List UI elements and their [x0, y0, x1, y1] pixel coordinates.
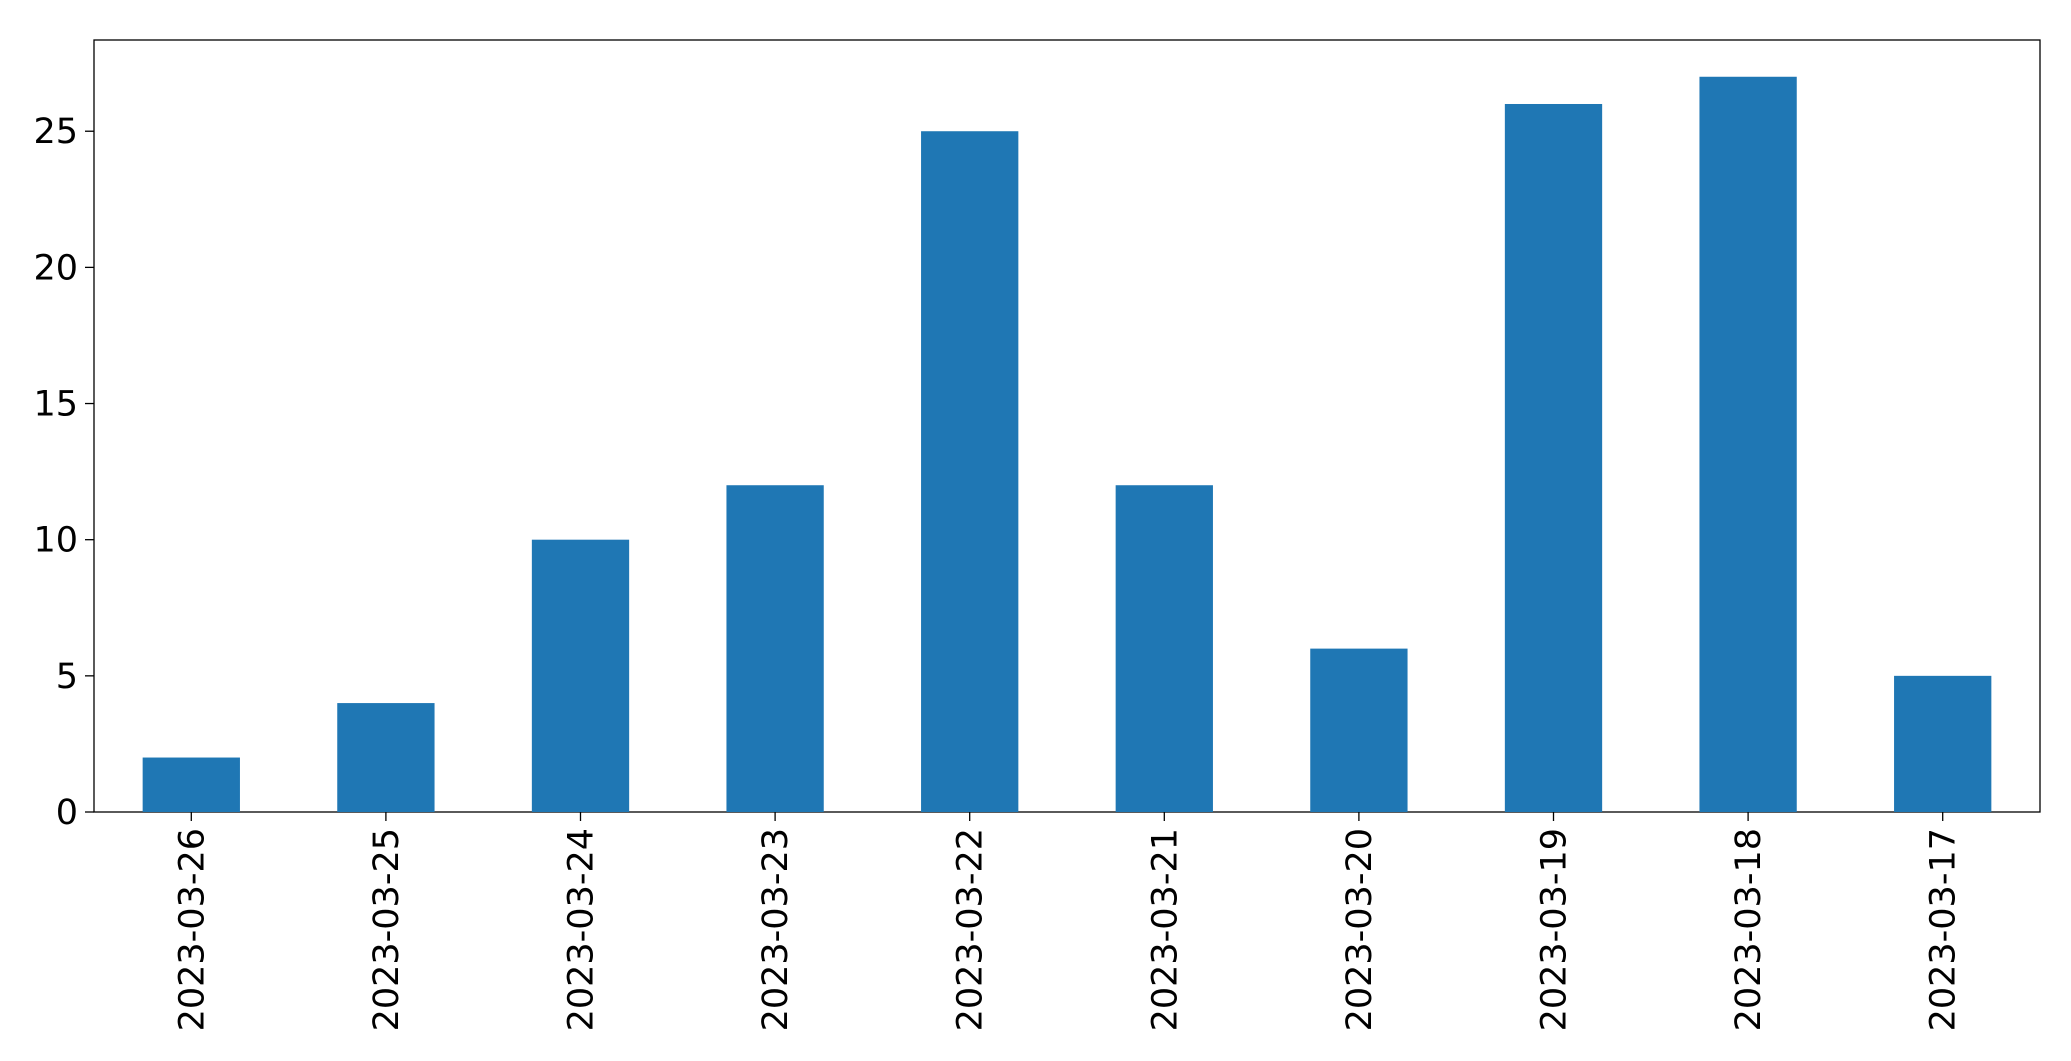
x-tick-label: 2023-03-17	[1924, 828, 1964, 1031]
y-tick-label: 10	[33, 521, 78, 561]
x-tick-label: 2023-03-23	[756, 828, 796, 1031]
x-tick-label: 2023-03-20	[1340, 828, 1380, 1031]
x-tick-label: 2023-03-19	[1535, 828, 1575, 1031]
plot-frame	[93, 39, 2041, 813]
bar	[1504, 103, 1603, 813]
y-tick-label: 20	[33, 248, 78, 288]
x-tick-label: 2023-03-22	[951, 828, 991, 1031]
x-tick-label: 2023-03-26	[172, 828, 212, 1031]
x-tick-label: 2023-03-21	[1145, 828, 1185, 1031]
bar	[1115, 485, 1213, 812]
bar	[1310, 648, 1408, 812]
bar	[1894, 675, 1992, 812]
x-tick-label: 2023-03-24	[562, 828, 602, 1031]
bar	[531, 539, 630, 812]
bar	[726, 485, 824, 812]
x-tick-label: 2023-03-18	[1729, 828, 1769, 1031]
y-tick-label: 5	[56, 657, 78, 697]
bar	[921, 131, 1019, 812]
y-tick-label: 15	[33, 385, 78, 425]
y-tick-label: 25	[33, 112, 78, 152]
x-tick-label: 2023-03-25	[367, 828, 407, 1031]
bar	[337, 703, 435, 812]
bar	[142, 757, 240, 812]
bar	[1699, 76, 1797, 812]
y-tick-label: 0	[56, 793, 78, 833]
